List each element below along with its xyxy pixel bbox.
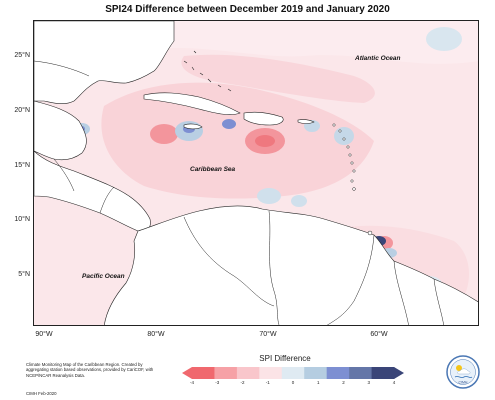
bahamas-islands: [183, 50, 232, 92]
legend-tick: 1: [316, 380, 320, 385]
legend-tick: 0: [291, 380, 295, 385]
legend-tick: -3: [215, 380, 220, 385]
legend-tick: -4: [189, 380, 194, 385]
credit-text: Climate Monitoring Map of the Caribbean …: [26, 362, 154, 378]
map-title: SPI24 Difference between December 2019 a…: [105, 4, 390, 15]
hispaniola-land: [243, 111, 284, 126]
bahamas-anomaly: [181, 54, 375, 103]
legend-cell-7: [349, 367, 372, 379]
cimh-logo-icon: CIMH: [446, 355, 480, 389]
anomaly-red-1: [150, 124, 178, 144]
label-atlantic-ocean: Atlantic Ocean: [355, 55, 401, 62]
x-tick-80w: 80°W: [147, 331, 165, 338]
y-tick-10n: 10°N: [14, 216, 30, 223]
legend-cells: [192, 367, 395, 379]
legend-tick: 4: [392, 380, 396, 385]
credit-date: CIMH Feb-2020: [26, 391, 57, 396]
anomaly-red-core: [255, 135, 275, 147]
legend-cell-5: [304, 367, 327, 379]
x-tick-60w: 60°W: [370, 331, 388, 338]
anomaly-blue-4: [334, 127, 354, 145]
anomaly-blue-2: [222, 119, 236, 129]
cuba-land: [143, 92, 241, 115]
legend-tick: -1: [265, 380, 270, 385]
y-tick-20n: 20°N: [14, 107, 30, 114]
spi-difference-map: [34, 21, 478, 325]
label-pacific-ocean: Pacific Ocean: [82, 273, 125, 280]
mexico-border: [34, 60, 90, 77]
y-tick-15n: 15°N: [14, 162, 30, 169]
legend-tick: 2: [342, 380, 345, 385]
map-panel[interactable]: [33, 20, 479, 326]
legend-arrow-right: [394, 367, 404, 379]
legend-cell-3: [259, 367, 283, 379]
legend-cell-1: [214, 367, 238, 379]
label-caribbean-sea: Caribbean Sea: [190, 166, 236, 173]
legend-cell-8: [371, 367, 395, 379]
lesser-antilles-islands: [332, 123, 373, 236]
legend-title: SPI Difference: [259, 354, 311, 363]
legend-cell-0: [192, 367, 215, 379]
yucatan-land: [34, 100, 87, 161]
puerto-rico-land: [297, 119, 315, 124]
logo-text: CIMH: [459, 381, 468, 385]
y-tick-5n: 5°N: [18, 271, 30, 278]
legend-arrow-left: [182, 367, 192, 379]
legend-cell-6: [326, 367, 350, 379]
anomaly-blue-7: [257, 188, 281, 204]
y-tick-25n: 25°N: [14, 52, 30, 59]
legend-cell-4: [281, 367, 305, 379]
legend-cell-2: [236, 367, 260, 379]
x-tick-90w: 90°W: [35, 331, 53, 338]
jamaica-land: [183, 123, 203, 130]
anomaly-blue-8: [291, 195, 307, 207]
country-borders: [53, 158, 444, 325]
caribbean-anomaly: [101, 82, 375, 199]
x-tick-70w: 70°W: [259, 331, 277, 338]
north-america-land: [34, 21, 175, 105]
legend-tick: -2: [240, 380, 245, 385]
legend-tick: 3: [367, 380, 370, 385]
south-america-land: [104, 205, 478, 325]
legend-colorbar: [182, 367, 404, 379]
anomaly-blue-10: [426, 27, 462, 51]
